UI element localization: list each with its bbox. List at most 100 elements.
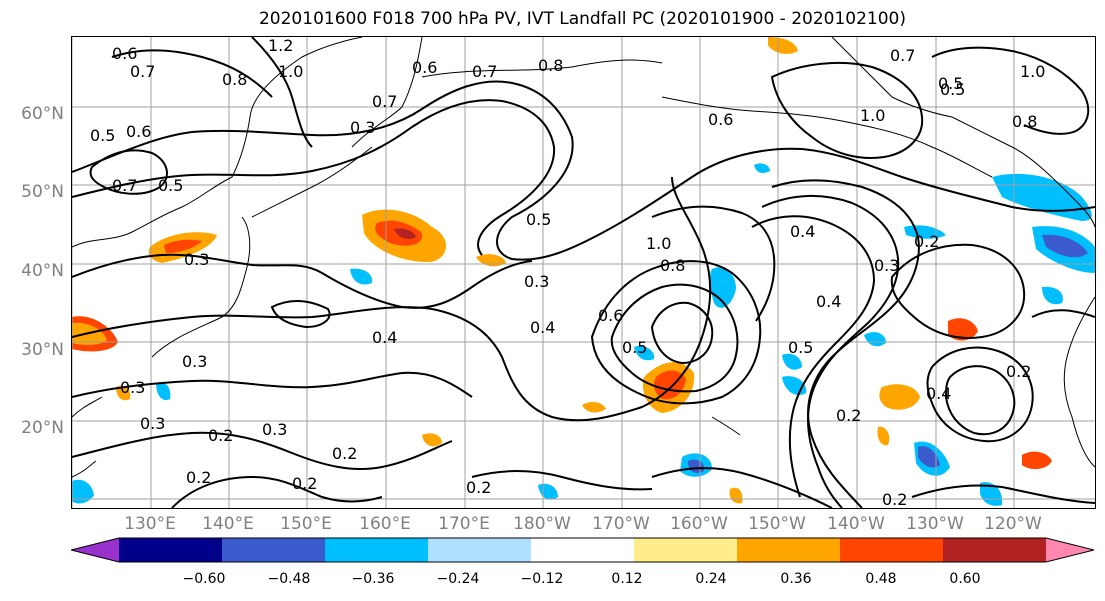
lat-label-50n: 50°N bbox=[21, 182, 64, 202]
contour-line bbox=[911, 484, 1095, 504]
contour-label: 1.0 bbox=[860, 106, 885, 125]
lon-label-130e: 130°E bbox=[124, 514, 176, 534]
lon-label-140w: 140°W bbox=[827, 514, 885, 534]
contour-label: 0.2 bbox=[466, 478, 491, 497]
colorbar-tick: −0.12 bbox=[520, 571, 564, 587]
coast-alaska bbox=[831, 37, 1095, 228]
shading-layer bbox=[72, 37, 1095, 506]
shade-negative bbox=[992, 173, 1092, 221]
contour-label: 0.8 bbox=[222, 70, 247, 89]
contour-line bbox=[770, 61, 924, 159]
contour-label: 1.2 bbox=[268, 37, 293, 55]
lat-label-20n: 20°N bbox=[21, 418, 64, 438]
contour-label: 0.3 bbox=[874, 256, 899, 275]
contour-label: 0.8 bbox=[538, 56, 563, 75]
contour-label: 0.6 bbox=[708, 110, 733, 129]
contour-label: 0.5 bbox=[788, 338, 813, 357]
contour-label: 0.5 bbox=[940, 80, 965, 99]
colorbar-outline bbox=[71, 537, 1094, 563]
colorbar-extend-max bbox=[1046, 538, 1094, 562]
shade-positive bbox=[116, 385, 131, 401]
lon-label-160e: 160°E bbox=[359, 514, 411, 534]
lon-label-130w: 130°W bbox=[906, 514, 964, 534]
contour-label: 0.4 bbox=[372, 328, 397, 347]
contour-line bbox=[944, 365, 1016, 436]
contour-line bbox=[72, 253, 533, 309]
contour-label: 0.2 bbox=[292, 474, 317, 493]
contour-line bbox=[651, 467, 833, 508]
contour-line bbox=[111, 49, 273, 98]
contour-line bbox=[890, 243, 1026, 339]
lon-label-180w: 180°W bbox=[513, 514, 571, 534]
lat-label-40n: 40°N bbox=[21, 261, 64, 281]
colorbar-tick: −0.60 bbox=[182, 571, 226, 587]
shade-negative bbox=[350, 268, 373, 285]
contour-label: 0.8 bbox=[1012, 112, 1037, 131]
shade-positive bbox=[654, 370, 686, 400]
contour-label: 0.3 bbox=[182, 352, 207, 371]
contour-layer bbox=[72, 37, 1095, 508]
colorbar bbox=[71, 537, 1094, 563]
colorbar-extend-min bbox=[71, 538, 119, 562]
colorbar-segment bbox=[943, 538, 1047, 562]
coast-asia bbox=[72, 37, 363, 248]
shade-negative bbox=[72, 479, 94, 504]
contour-line bbox=[650, 301, 714, 365]
shade-negative bbox=[634, 345, 655, 361]
contour-label: 0.3 bbox=[184, 250, 209, 269]
contour-label: 0.6 bbox=[598, 306, 623, 325]
contour-label: 0.2 bbox=[836, 406, 861, 425]
shade-positive bbox=[768, 37, 798, 54]
contour-line bbox=[751, 215, 876, 498]
shade-positive bbox=[879, 384, 920, 410]
shade-positive bbox=[1022, 451, 1052, 470]
contour-label: 0.5 bbox=[938, 74, 963, 93]
coast-japan bbox=[151, 216, 251, 358]
colorbar-tick: 0.60 bbox=[949, 571, 981, 587]
contour-label: 0.5 bbox=[90, 126, 115, 145]
coastline-layer bbox=[72, 37, 1095, 478]
shade-negative bbox=[864, 332, 886, 347]
contour-label: 0.7 bbox=[372, 92, 397, 111]
lon-label-150w: 150°W bbox=[748, 514, 806, 534]
lon-label-170w: 170°W bbox=[592, 514, 650, 534]
contour-label: 0.4 bbox=[530, 318, 555, 337]
colorbar-tick: 0.48 bbox=[865, 571, 897, 587]
colorbar-segment bbox=[325, 538, 429, 562]
contour-line bbox=[761, 195, 900, 508]
shade-positive bbox=[948, 318, 978, 341]
contour-label: 0.3 bbox=[140, 414, 165, 433]
contour-label: 1.0 bbox=[646, 234, 671, 253]
contour-label: 0.5 bbox=[526, 210, 551, 229]
shade-negative bbox=[156, 382, 171, 401]
grid-layer bbox=[72, 37, 1095, 508]
contour-label: 0.3 bbox=[120, 378, 145, 397]
lat-label-60n: 60°N bbox=[21, 104, 64, 124]
colorbar-tick: 0.36 bbox=[780, 571, 812, 587]
contour-label: 0.6 bbox=[112, 44, 137, 63]
contour-label: 0.7 bbox=[130, 62, 155, 81]
shade-positive bbox=[476, 254, 506, 267]
shade-negative bbox=[980, 482, 1003, 506]
lon-label-160w: 160°W bbox=[670, 514, 728, 534]
contour-label: 1.0 bbox=[278, 62, 303, 81]
contour-label: 0.5 bbox=[622, 338, 647, 357]
contour-label: 0.3 bbox=[524, 272, 549, 291]
contour-line bbox=[72, 371, 473, 398]
contour-line bbox=[89, 149, 168, 195]
colorbar-segments bbox=[71, 538, 1094, 562]
colorbar-tick: −0.24 bbox=[436, 571, 480, 587]
shade-negative bbox=[782, 353, 802, 370]
coast-hawaii bbox=[711, 416, 741, 436]
colorbar-segment bbox=[840, 538, 944, 562]
shade-negative bbox=[754, 163, 770, 173]
shade-positive bbox=[394, 228, 416, 239]
contour-line bbox=[651, 205, 776, 322]
contour-label: 0.4 bbox=[926, 384, 951, 403]
contour-line bbox=[926, 346, 1034, 443]
contour-line bbox=[931, 46, 1090, 135]
contour-label: 0.6 bbox=[412, 58, 437, 77]
contour-line bbox=[72, 176, 712, 422]
colorbar-segment bbox=[119, 538, 223, 562]
contour-line bbox=[771, 179, 920, 508]
